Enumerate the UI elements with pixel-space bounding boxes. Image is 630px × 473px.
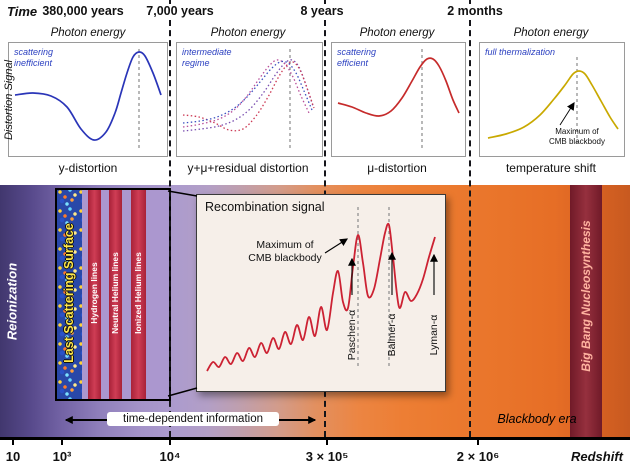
- bbn-label: Big Bang Nucleosynthesis: [579, 220, 593, 372]
- panel-intermediate-distortion: intermediate regime: [176, 42, 323, 157]
- redshift-tick-2e6: [477, 437, 479, 445]
- panel-y-distortion: scattering inefficient: [8, 42, 168, 157]
- time-dependent-information-label: time-dependent information: [107, 412, 279, 426]
- dashed-divider-2e6: [469, 0, 471, 437]
- bbn-stripe: [570, 185, 602, 437]
- neutral-helium-lines-stripe: [109, 188, 122, 399]
- blackbody-era-label: Blackbody era: [497, 412, 577, 426]
- panel4-title: Photon energy: [513, 27, 589, 39]
- time-axis-title: Time: [4, 4, 41, 19]
- redshift-label-1e3: 10³: [52, 449, 72, 464]
- caption-residual-distortion: y+μ+residual distortion: [187, 161, 309, 175]
- dashed-divider-1e4: [169, 0, 171, 437]
- panel1-note: scattering inefficient: [14, 47, 54, 69]
- cmb-blackbody-max-annotation: Maximum of CMB blackbody: [548, 127, 606, 146]
- balmer-alpha-label: Balmer-α: [386, 313, 398, 357]
- redshift-label-1e4: 10⁴: [159, 449, 181, 464]
- mu-distortion-plot: [337, 49, 460, 150]
- recombination-signal-inset: Recombination signal Maximum of CMB blac…: [196, 194, 446, 392]
- time-tick-2-months: 2 months: [443, 4, 507, 18]
- last-scattering-surface-stripe: [57, 188, 82, 399]
- time-dependent-region-frame: [55, 188, 171, 401]
- redshift-label-10: 10: [5, 449, 21, 464]
- panel-mu-distortion: scattering efficient: [331, 42, 466, 157]
- caption-y-distortion: y-distortion: [58, 161, 118, 175]
- panel3-note: scattering efficient: [337, 47, 377, 69]
- caption-temperature-shift: temperature shift: [505, 161, 597, 175]
- redshift-tick-1e3: [61, 437, 63, 445]
- redshift-label-3e5: 3 × 10⁵: [305, 449, 349, 464]
- panel-temperature-shift: full thermalization Maximum of CMB black…: [479, 42, 625, 157]
- ionized-helium-lines-stripe: [131, 188, 146, 399]
- inset-cmb-max-annotation: Maximum of CMB blackbody: [248, 239, 322, 265]
- redshift-tick-1e4: [169, 437, 171, 445]
- paschen-alpha-label: Paschen-α: [346, 309, 358, 361]
- panel2-title: Photon energy: [210, 27, 286, 39]
- redshift-axis-line: [0, 437, 630, 440]
- time-tick-7000-years: 7,000 years: [142, 4, 218, 18]
- temperature-shift-plot: [487, 57, 619, 143]
- caption-mu-distortion: μ-distortion: [367, 161, 427, 175]
- reionization-label: Reionization: [4, 262, 20, 341]
- y-distortion-plot: [14, 49, 162, 150]
- panel3-title: Photon energy: [359, 27, 435, 39]
- recombination-signal-title: Recombination signal: [205, 200, 325, 214]
- recombination-plot: [206, 207, 438, 372]
- redshift-axis-title: Redshift: [571, 449, 623, 464]
- panel1-title: Photon energy: [50, 27, 126, 39]
- redshift-tick-3e5: [326, 437, 328, 445]
- panel4-note: full thermalization: [485, 47, 556, 57]
- distortion-signal-axis-label: Distortion Signal: [3, 59, 15, 141]
- panel2-note: intermediate regime: [182, 47, 232, 69]
- lyman-alpha-label: Lyman-α: [428, 314, 440, 356]
- intermediate-plot: [182, 49, 315, 150]
- redshift-label-2e6: 2 × 10⁶: [456, 449, 500, 464]
- time-tick-380000-years: 380,000 years: [38, 4, 128, 18]
- time-tick-8-years: 8 years: [296, 4, 348, 18]
- hydrogen-lines-stripe: [88, 188, 101, 399]
- redshift-tick-10: [12, 437, 14, 445]
